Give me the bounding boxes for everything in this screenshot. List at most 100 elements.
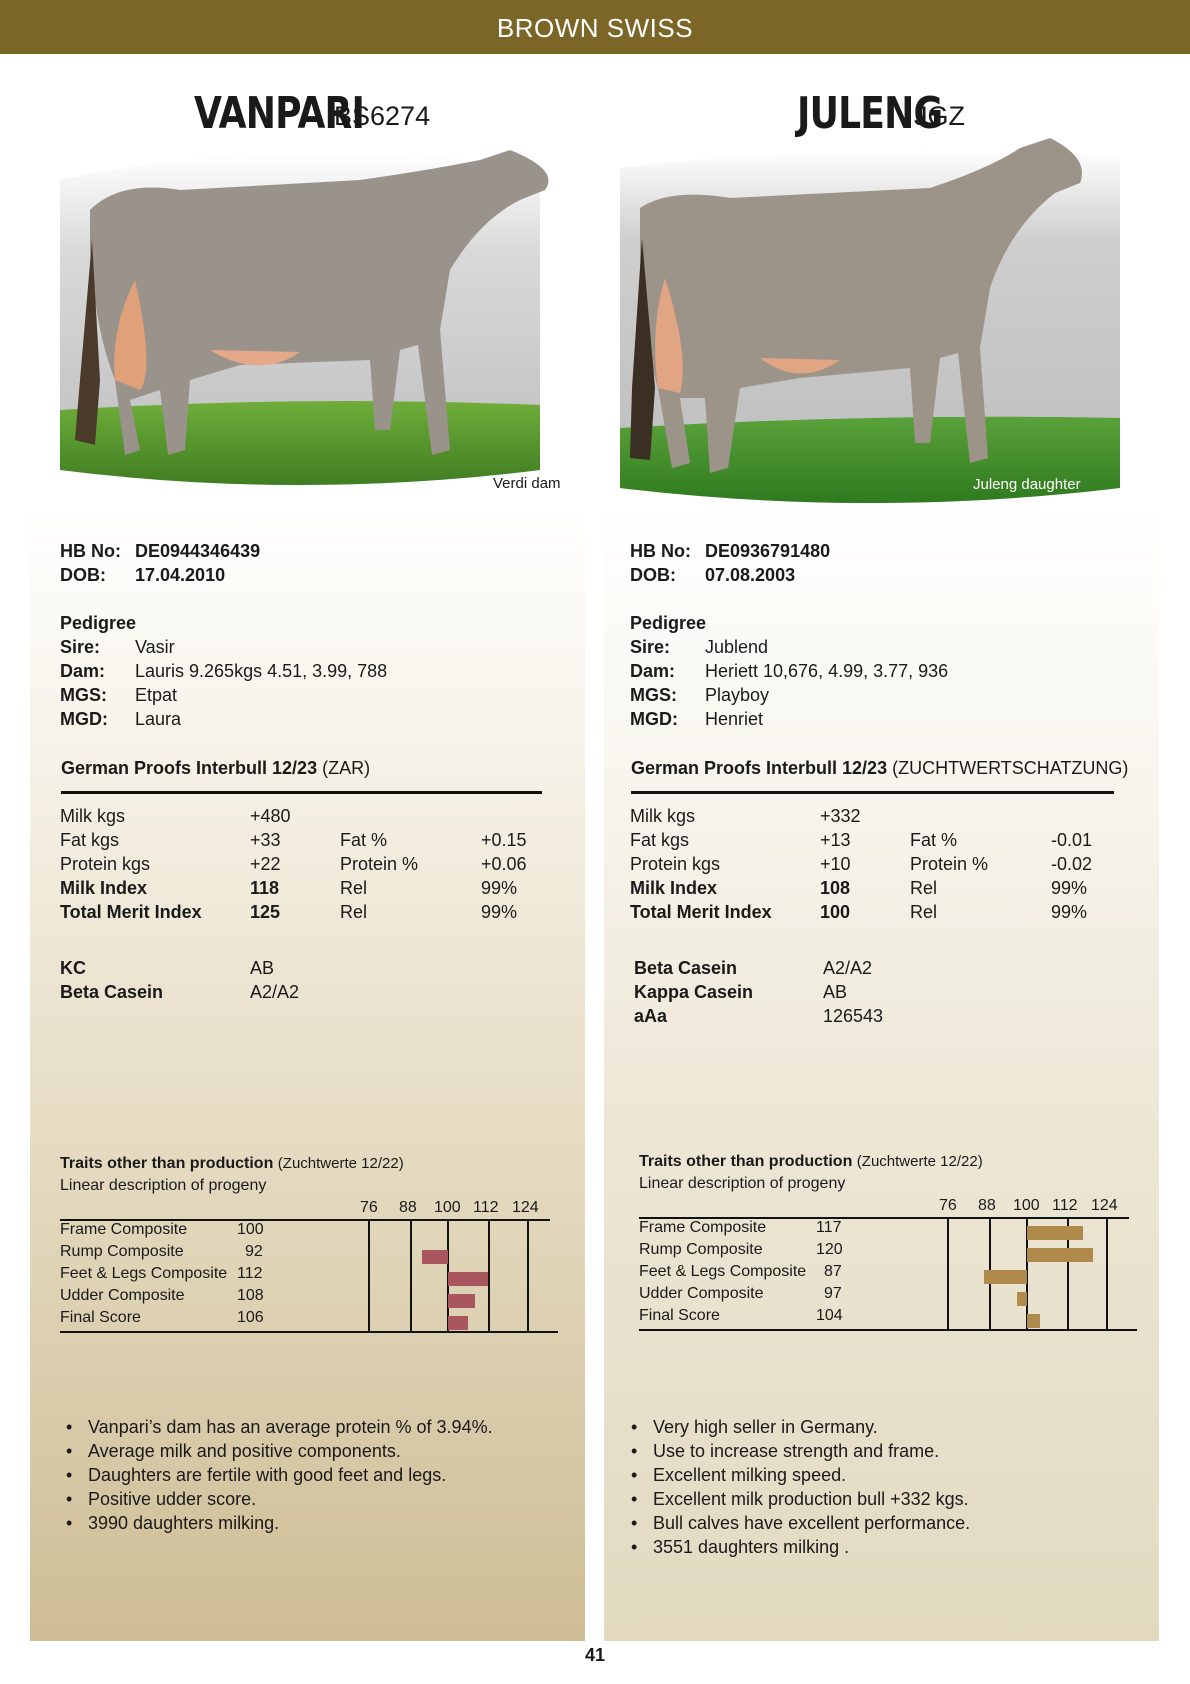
bull-code-right: JGZ: [914, 101, 965, 131]
trait-label: Frame Composite: [60, 1221, 188, 1238]
pedigree-value: Vasir: [135, 637, 175, 657]
traits-header-right: Traits other than production (Zuchtwerte…: [639, 1153, 983, 1171]
genetics-label: aAa: [634, 1006, 668, 1026]
hb-value-right: DE0936791480: [705, 541, 831, 561]
scale-label: 112: [473, 1199, 499, 1216]
proofs-header-right: German Proofs Interbull 12/23 (ZUCHTWERT…: [631, 758, 1128, 779]
hb-value-left: DE0944346439: [135, 541, 261, 561]
scale-label: 100: [1013, 1197, 1040, 1214]
proof-value: +33: [250, 830, 281, 850]
proof-value: 100: [820, 902, 851, 922]
pedigree-label: MGS:: [60, 685, 107, 705]
bull-name-right: JULENG: [797, 88, 943, 139]
pedigree-title-left: Pedigree: [60, 613, 137, 633]
proofs-rule-left: [61, 791, 542, 794]
breed-banner: BROWN SWISS: [0, 0, 1190, 54]
trait-label: Rump Composite: [639, 1241, 763, 1258]
proof-label: Milk kgs: [60, 806, 126, 826]
scale-label: 88: [978, 1197, 996, 1214]
proof-label: Milk kgs: [630, 806, 696, 826]
bull-code-left: BS6274: [334, 101, 431, 131]
proof-label-2: Rel: [340, 902, 368, 922]
traits-header-left: Traits other than production (Zuchtwerte…: [60, 1155, 404, 1173]
traits-top-rule: [639, 1217, 1129, 1219]
traits-top-rule: [60, 1219, 550, 1221]
dob-value-right: 07.08.2003: [705, 565, 796, 585]
cow-photo-right: [620, 138, 1120, 503]
note-item: Bull calves have excellent performance.: [631, 1513, 970, 1534]
trait-label: Feet & Legs Composite: [639, 1263, 807, 1280]
cow-photo-left: [60, 150, 549, 485]
trait-bar: [1017, 1292, 1027, 1306]
proof-label-2: Protein %: [340, 854, 419, 874]
trait-bar: [421, 1250, 448, 1264]
scale-gridline: [488, 1219, 490, 1332]
page-number: 41: [584, 1645, 606, 1665]
trait-value: 92: [245, 1243, 263, 1260]
proof-value: 125: [250, 902, 281, 922]
proof-label-2: Rel: [340, 878, 368, 898]
proof-value: +480: [250, 806, 291, 826]
proof-value: +10: [820, 854, 851, 874]
note-item: Vanpari’s dam has an average protein % o…: [66, 1417, 493, 1438]
pedigree-title-right: Pedigree: [630, 613, 707, 633]
dob-label-left: DOB:: [60, 565, 106, 585]
pedigree-value: Henriet: [705, 709, 764, 729]
pedigree-value: Jublend: [705, 637, 769, 657]
proof-value-2: +0.15: [481, 830, 527, 850]
trait-value: 117: [816, 1219, 842, 1236]
proof-label: Total Merit Index: [60, 902, 202, 922]
trait-label: Final Score: [639, 1307, 720, 1324]
dob-value-left: 17.04.2010: [135, 565, 226, 585]
traits-source: (Zuchtwerte 12/22): [277, 1155, 404, 1172]
trait-bar: [1027, 1226, 1084, 1240]
note-item: Excellent milk production bull +332 kgs.: [631, 1489, 969, 1510]
proof-label-2: Protein %: [910, 854, 989, 874]
proof-label-2: Rel: [910, 902, 938, 922]
scale-gridline: [1026, 1217, 1028, 1330]
note-item: Average milk and positive components.: [66, 1441, 401, 1462]
scale-gridline: [1067, 1217, 1069, 1330]
genetics-value: 126543: [823, 1006, 884, 1026]
proof-value-2: 99%: [481, 902, 518, 922]
trait-label: Feet & Legs Composite: [60, 1265, 228, 1282]
traits-bottom-rule: [60, 1331, 558, 1333]
note-item: 3551 daughters milking .: [631, 1537, 849, 1558]
proof-value: 118: [250, 878, 280, 898]
trait-bar: [448, 1272, 488, 1286]
note-item: Use to increase strength and frame.: [631, 1441, 939, 1462]
pedigree-label: MGD:: [630, 709, 678, 729]
proof-label-2: Rel: [910, 878, 938, 898]
trait-label: Udder Composite: [639, 1285, 764, 1302]
scale-gridline: [527, 1219, 529, 1332]
trait-bar: [448, 1316, 468, 1330]
proofs-title: German Proofs Interbull 12/23: [61, 758, 318, 778]
scale-label: 76: [360, 1199, 378, 1216]
pedigree-value: Heriett 10,676, 4.99, 3.77, 936: [705, 661, 949, 681]
trait-value: 104: [816, 1307, 843, 1324]
scale-gridline: [947, 1217, 949, 1330]
proof-value: +13: [820, 830, 851, 850]
traits-bottom-rule: [639, 1329, 1137, 1331]
trait-label: Frame Composite: [639, 1219, 767, 1236]
genetics-value: AB: [823, 982, 848, 1002]
hb-label-right: HB No:: [630, 541, 691, 561]
pedigree-label: Dam:: [630, 661, 676, 681]
proof-label: Fat kgs: [60, 830, 120, 850]
proof-value-2: 99%: [1051, 878, 1088, 898]
dob-label-right: DOB:: [630, 565, 676, 585]
proof-label: Milk Index: [630, 878, 718, 898]
note-item: Excellent milking speed.: [631, 1465, 846, 1486]
trait-value: 87: [824, 1263, 842, 1280]
proofs-source: (ZAR): [322, 758, 371, 778]
scale-label: 76: [939, 1197, 957, 1214]
trait-bar: [448, 1294, 475, 1308]
genetics-value: AB: [250, 958, 275, 978]
traits-source: (Zuchtwerte 12/22): [856, 1153, 983, 1170]
pedigree-value: Laura: [135, 709, 182, 729]
trait-label: Rump Composite: [60, 1243, 184, 1260]
trait-value: 100: [237, 1221, 264, 1238]
scale-label: 124: [512, 1199, 539, 1216]
genetics-value: A2/A2: [250, 982, 300, 1002]
proof-label: Total Merit Index: [630, 902, 772, 922]
